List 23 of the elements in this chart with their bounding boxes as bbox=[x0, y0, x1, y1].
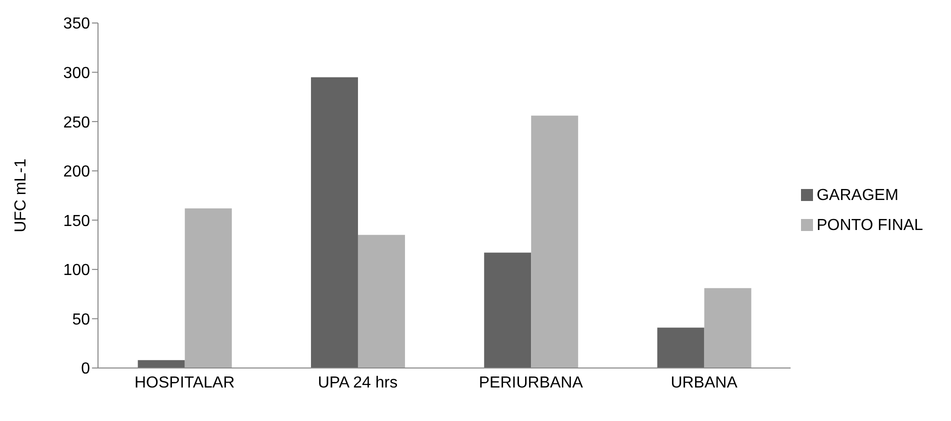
x-tick-label: UPA 24 hrs bbox=[318, 374, 398, 392]
bar bbox=[531, 116, 578, 368]
bar bbox=[657, 328, 704, 368]
y-tick-label: 50 bbox=[72, 311, 90, 328]
bar bbox=[138, 360, 185, 368]
y-tick-label: 100 bbox=[63, 262, 90, 280]
y-tick-label: 150 bbox=[63, 212, 90, 230]
x-tick-label: PERIURBANA bbox=[478, 374, 584, 392]
bar bbox=[358, 234, 405, 368]
y-tick-label: 350 bbox=[63, 16, 90, 33]
bar bbox=[704, 288, 752, 368]
x-tick-label: URBANA bbox=[670, 374, 738, 392]
y-tick-label: 250 bbox=[63, 114, 90, 132]
y-tick-label: 200 bbox=[63, 164, 90, 181]
x-tick-label: HOSPITALAR bbox=[134, 374, 235, 392]
bar bbox=[310, 77, 358, 368]
y-tick-label: 300 bbox=[63, 64, 90, 82]
legend-label: PONTO FINAL bbox=[816, 216, 923, 234]
y-axis-title: UFC mL-1 bbox=[12, 158, 30, 232]
bar bbox=[184, 208, 232, 368]
bar bbox=[484, 252, 532, 368]
y-tick-label: 0 bbox=[81, 360, 90, 378]
legend-label: GARAGEM bbox=[816, 186, 898, 204]
